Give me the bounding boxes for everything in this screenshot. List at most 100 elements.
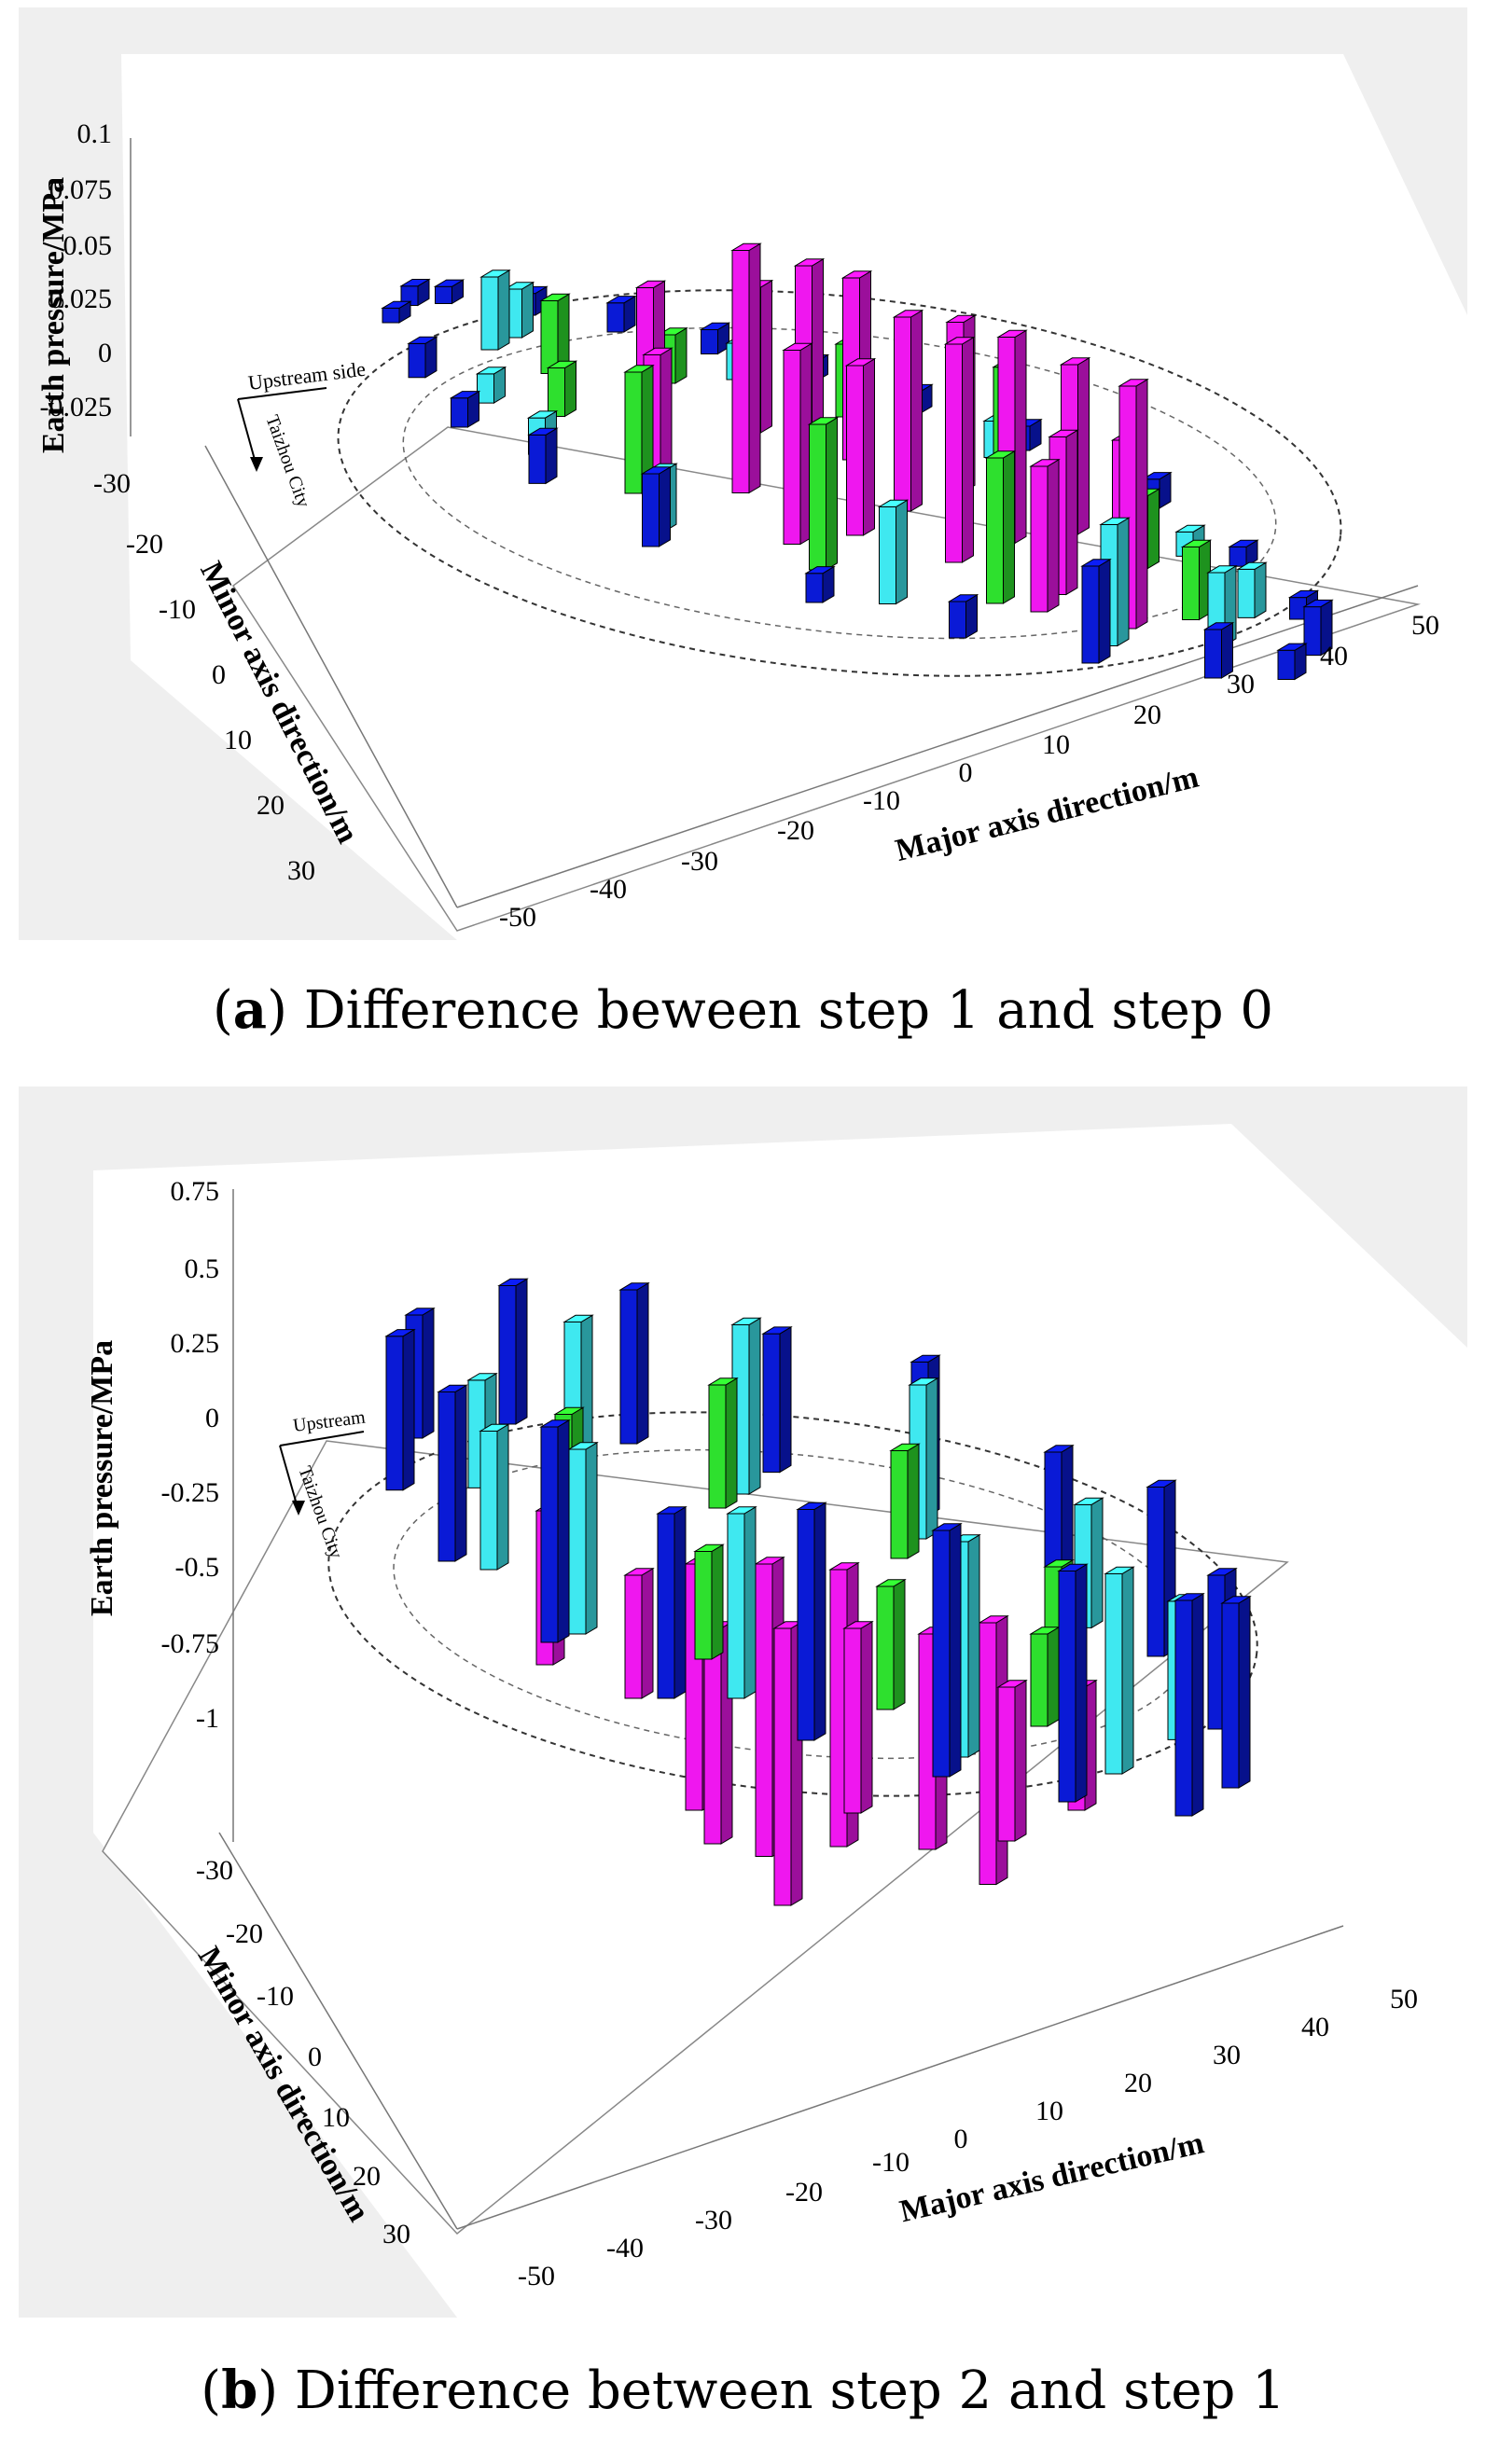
z-tick-label: -0.25: [161, 1477, 220, 1508]
chart-a: Upstream side Taizhou City 0.1 0.075 0.0…: [19, 7, 1467, 940]
panel-b: Upstream Taizhou City 0.75 0.5 0.25 0 -0…: [19, 1087, 1467, 2318]
bar-dark_blue-46: [804, 565, 836, 603]
x-tick-label: -50: [518, 2261, 555, 2291]
bar-dark_blue-0: [497, 1278, 529, 1425]
caption-a-letter: a: [232, 979, 268, 1041]
x-tick-label: -50: [499, 902, 536, 933]
x-tick-label: 0: [954, 2124, 968, 2154]
bar-dark_blue-41: [1228, 539, 1259, 568]
bar-dark_blue-48: [1174, 1592, 1205, 1817]
bar-green-39: [1029, 1626, 1061, 1727]
chart-a-z-ticks: 0.1 0.075 0.05 0.025 0 -0.025: [40, 118, 113, 422]
bar-green-14: [889, 1443, 921, 1559]
x-tick-label: -20: [777, 815, 814, 846]
y-tick-label: -10: [257, 1981, 294, 2012]
x-tick-label: 40: [1301, 2012, 1329, 2042]
bar-magenta-49: [1029, 458, 1061, 613]
y-tick-label: 20: [353, 2161, 381, 2192]
x-tick-label: -20: [785, 2177, 823, 2208]
bar-dark_blue-9: [407, 336, 438, 379]
x-tick-label: 40: [1320, 641, 1348, 671]
y-tick-label: -20: [226, 1918, 263, 1949]
chart-b-y-axis: [218, 1832, 458, 2230]
y-tick-label: -20: [126, 529, 163, 560]
bar-dark_blue-0: [433, 279, 465, 305]
bar-green-15: [546, 360, 578, 418]
z-tick-label: 0.25: [171, 1328, 220, 1359]
x-tick-label: 30: [1213, 2040, 1241, 2070]
z-tick-label: 0.1: [77, 118, 113, 149]
x-tick-label: 50: [1411, 610, 1439, 641]
x-tick-label: 20: [1124, 2068, 1152, 2098]
chart-b: Upstream Taizhou City 0.75 0.5 0.25 0 -0…: [19, 1087, 1467, 2318]
bar-dark_blue-15: [437, 1384, 468, 1562]
bar-cyan-6: [479, 269, 511, 351]
panel-a: Upstream side Taizhou City 0.1 0.075 0.0…: [19, 7, 1467, 940]
bar-dark_blue-36: [656, 1505, 687, 1699]
bar-green-9: [707, 1377, 739, 1509]
bar-dark_blue-30: [539, 1419, 571, 1643]
x-tick-label: -30: [681, 846, 718, 877]
bar-dark_blue-7: [699, 322, 731, 355]
y-tick-label: 20: [257, 790, 285, 821]
y-tick-label: -30: [93, 468, 131, 499]
chart-b-x-axis: [456, 1925, 1344, 2230]
bar-green-47: [984, 450, 1017, 604]
chart-a-zlabel: Earth pressure/MPa: [36, 177, 71, 453]
caption-b-letter: b: [221, 2360, 258, 2421]
bar-magenta-26: [772, 1620, 804, 1906]
x-tick-label: 50: [1390, 1984, 1418, 2014]
bar-magenta-37: [782, 342, 813, 546]
x-tick-label: 0: [959, 757, 973, 788]
caption-a: (a) Difference beween step 1 and step 0: [212, 979, 1274, 1041]
bar-magenta-27: [842, 1620, 874, 1814]
bar-dark_blue-3: [381, 300, 412, 324]
bar-dark_blue-4: [605, 295, 637, 333]
caption-a-text: Difference beween step 1 and step 0: [303, 980, 1274, 1041]
bar-green-32: [693, 1543, 725, 1660]
bar-cyan-28: [567, 1441, 599, 1635]
z-tick-label: -0.025: [40, 392, 113, 422]
y-tick-label: -10: [159, 594, 196, 625]
bar-dark_blue-25: [527, 427, 559, 485]
z-tick-label: 0.05: [63, 230, 113, 261]
z-tick-label: 0.025: [49, 284, 113, 314]
bar-magenta-32: [892, 309, 924, 512]
chart-b-z-ticks: 0.75 0.5 0.25 0 -0.25 -0.5 -0.75 -1: [161, 1176, 220, 1734]
bar-cyan-13: [475, 366, 507, 404]
chart-a-y-ticks: -30 -20 -10 0 10 20 30: [93, 468, 315, 886]
bar-magenta-34: [996, 1679, 1028, 1842]
chart-a-outline: [337, 289, 1342, 677]
x-tick-label: 10: [1035, 2096, 1063, 2126]
x-tick-label: 30: [1227, 669, 1255, 699]
bar-dark_blue-1: [399, 278, 431, 307]
bar-cyan-44: [1104, 1566, 1135, 1775]
bar-dark_blue-47: [1057, 1563, 1089, 1803]
x-tick-label: 20: [1133, 699, 1161, 730]
bar-dark_blue-54: [947, 593, 979, 639]
z-tick-label: -0.5: [175, 1552, 220, 1583]
bar-dark_blue-42: [796, 1502, 827, 1741]
bar-green-30: [623, 364, 655, 494]
chart-b-x-ticks: -50 -40 -30 -20 -10 0 10 20 30 40 50: [518, 1984, 1418, 2291]
bar-dark_blue-46: [1220, 1595, 1252, 1789]
bar-dark_blue-6: [384, 1328, 416, 1491]
bar-dark_blue-17: [449, 390, 481, 428]
bar-dark_blue-59: [1202, 621, 1235, 679]
bar-dark_blue-4: [761, 1326, 793, 1474]
bar-green-52: [1180, 539, 1213, 621]
y-tick-label: 30: [382, 2219, 410, 2249]
x-tick-label: 10: [1042, 729, 1070, 760]
x-tick-label: -10: [872, 2147, 910, 2178]
chart-a-x-ticks: -50 -40 -30 -20 -10 0 10 20 30 40 50: [499, 610, 1439, 933]
z-tick-label: 0.5: [185, 1253, 220, 1284]
bar-dark_blue-57: [1302, 599, 1334, 657]
bar-magenta-29: [730, 242, 762, 494]
bar-cyan-50: [1236, 561, 1268, 619]
bar-dark_blue-45: [931, 1522, 963, 1778]
bar-dark_blue-38: [640, 465, 673, 547]
z-tick-label: 0.075: [49, 174, 113, 205]
bar-cyan-37: [726, 1505, 757, 1699]
bar-cyan-48: [877, 499, 910, 605]
z-tick-label: 0: [205, 1403, 219, 1433]
